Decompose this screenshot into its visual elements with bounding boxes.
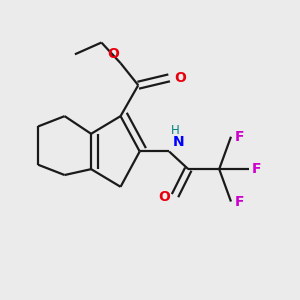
Text: H: H <box>171 124 179 137</box>
Text: O: O <box>158 190 170 204</box>
Text: O: O <box>174 71 186 85</box>
Text: F: F <box>252 162 262 176</box>
Text: F: F <box>235 130 244 144</box>
Text: N: N <box>173 134 184 148</box>
Text: F: F <box>235 194 244 208</box>
Text: O: O <box>107 47 119 61</box>
